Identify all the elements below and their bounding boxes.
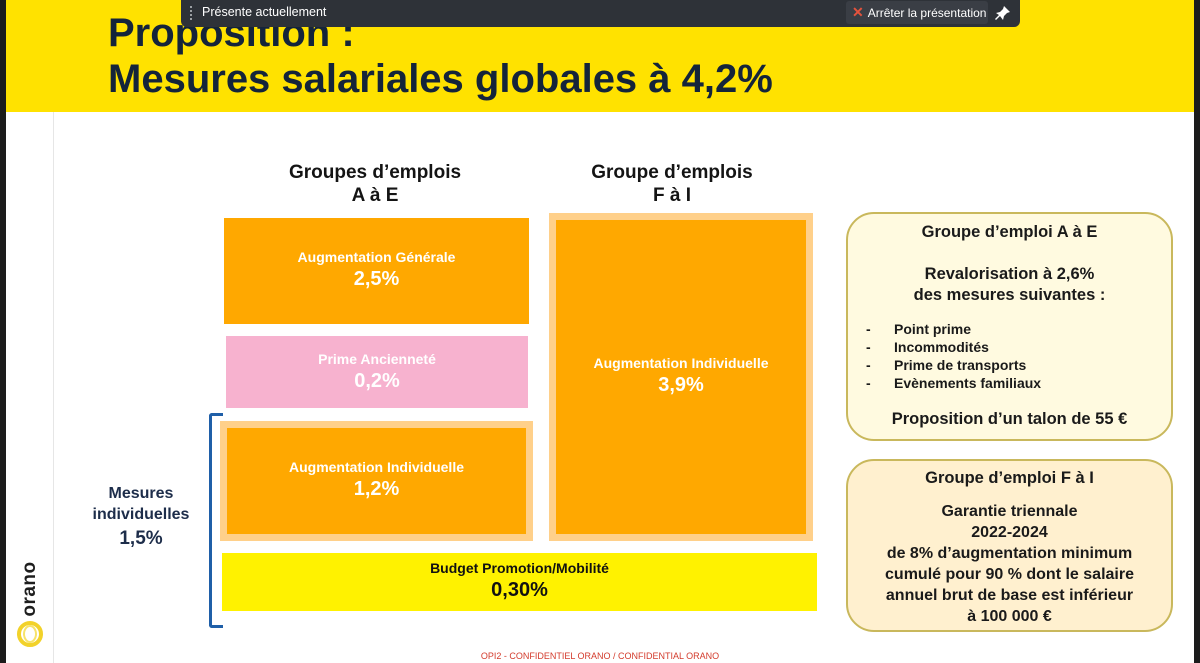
augmentation-individuelle-ae-box: Augmentation Individuelle 1,2% bbox=[227, 428, 526, 534]
list-item: - Incommodités bbox=[866, 338, 1171, 356]
list-dash: - bbox=[866, 375, 871, 391]
close-icon: ✕ bbox=[852, 4, 864, 20]
panel-body: Garantie triennale 2022-2024 de 8% d’aug… bbox=[848, 501, 1171, 627]
panel-line: Garantie triennale bbox=[941, 503, 1078, 520]
box-value: 0,2% bbox=[354, 370, 400, 392]
panel-heading: Groupe d’emploi F à I bbox=[925, 469, 1094, 487]
col1-heading: Groupes d’emplois A à E bbox=[265, 161, 485, 207]
list-dash: - bbox=[866, 357, 871, 373]
list-item-text: Evènements familiaux bbox=[894, 375, 1042, 391]
logo-text: orano bbox=[19, 561, 40, 617]
prime-anciennete-box: Prime Ancienneté 0,2% bbox=[226, 336, 528, 408]
panel-line: annuel brut de base est inférieur bbox=[885, 587, 1134, 604]
box-value: 3,9% bbox=[658, 374, 704, 396]
box-label: Augmentation Individuelle bbox=[288, 459, 464, 475]
mesures-list: - Point prime - Incommodités - Prime de tra… bbox=[866, 320, 1171, 392]
budget-promotion-box: Budget Promotion/Mobilité 0,30% bbox=[222, 553, 817, 611]
list-dash: - bbox=[866, 339, 871, 355]
box-label: Prime Ancienneté bbox=[318, 351, 436, 367]
box-value: 1,2% bbox=[353, 478, 400, 500]
box-label: Budget Promotion/Mobilité bbox=[430, 560, 609, 576]
mesures-line1: Mesures bbox=[108, 485, 174, 502]
list-item-text: Incommodités bbox=[894, 339, 989, 355]
box-label: Augmentation Générale bbox=[297, 249, 456, 265]
panel-line: de 8% d’augmentation minimum bbox=[886, 545, 1133, 562]
panel-talon: Proposition d’un talon de 55 € bbox=[891, 410, 1128, 428]
box-label: Augmentation Individuelle bbox=[593, 355, 769, 371]
mesures-bracket bbox=[209, 413, 223, 628]
panel-line: à 100 000 € bbox=[967, 608, 1052, 625]
drag-handle-icon[interactable] bbox=[190, 6, 194, 20]
panel-revalorisation: Revalorisation à 2,6% des mesures suivan… bbox=[848, 264, 1171, 306]
pin-icon bbox=[995, 5, 1010, 20]
col2-heading-line1: Groupe d’emplois bbox=[591, 162, 753, 183]
panel-line: 2022-2024 bbox=[971, 524, 1048, 541]
panel-heading: Groupe d’emploi A à E bbox=[921, 223, 1098, 241]
panel-groupe-fi: Groupe d’emploi F à I Garantie triennale… bbox=[846, 459, 1173, 632]
box-value: 2,5% bbox=[353, 268, 400, 290]
mesures-line2: individuelles bbox=[92, 506, 190, 523]
augmentation-generale-box: Augmentation Générale 2,5% bbox=[224, 218, 529, 324]
col2-heading: Groupe d’emplois F à I bbox=[566, 161, 778, 207]
box-value: 0,30% bbox=[491, 579, 548, 601]
orano-logo-icon bbox=[17, 621, 43, 647]
confidential-footer: OPI2 - CONFIDENTIEL ORANO / CONFIDENTIAL… bbox=[480, 651, 720, 661]
col1-heading-line1: Groupes d’emplois bbox=[288, 162, 462, 183]
reval-line2: des mesures suivantes : bbox=[913, 286, 1106, 304]
col1-heading-line2: A à E bbox=[351, 185, 399, 206]
stop-presentation-button[interactable]: ✕ Arrêter la présentation bbox=[846, 1, 988, 24]
list-dash: - bbox=[866, 321, 871, 337]
mesures-value: 1,5% bbox=[119, 528, 163, 549]
panel-line: cumulé pour 90 % dont le salaire bbox=[885, 566, 1134, 583]
title-line-2: Mesures salariales globales à 4,2% bbox=[108, 57, 773, 101]
augmentation-individuelle-fi-box: Augmentation Individuelle 3,9% bbox=[556, 220, 806, 534]
list-item: - Prime de transports bbox=[866, 356, 1171, 374]
pin-toolbar-button[interactable] bbox=[991, 1, 1015, 24]
mesures-individuelles-label: Mesures individuelles 1,5% bbox=[80, 483, 202, 549]
list-item: - Evènements familiaux bbox=[866, 374, 1171, 392]
list-item-text: Prime de transports bbox=[894, 357, 1027, 373]
logo-strip bbox=[6, 112, 54, 663]
window-frame-right bbox=[1194, 0, 1200, 663]
list-item-text: Point prime bbox=[894, 321, 972, 337]
presenting-status: Présente actuellement bbox=[202, 5, 327, 19]
stop-presentation-label: Arrêter la présentation bbox=[867, 5, 987, 20]
list-item: - Point prime bbox=[866, 320, 1171, 338]
panel-groupe-ae: Groupe d’emploi A à E Revalorisation à 2… bbox=[846, 212, 1173, 441]
presenting-toolbar: Présente actuellement ✕ Arrêter la prése… bbox=[181, 0, 1020, 27]
orano-logo: orano bbox=[14, 560, 44, 620]
reval-line1: Revalorisation à 2,6% bbox=[924, 265, 1095, 283]
col2-heading-line2: F à I bbox=[652, 185, 691, 206]
window-frame-left bbox=[0, 0, 6, 663]
